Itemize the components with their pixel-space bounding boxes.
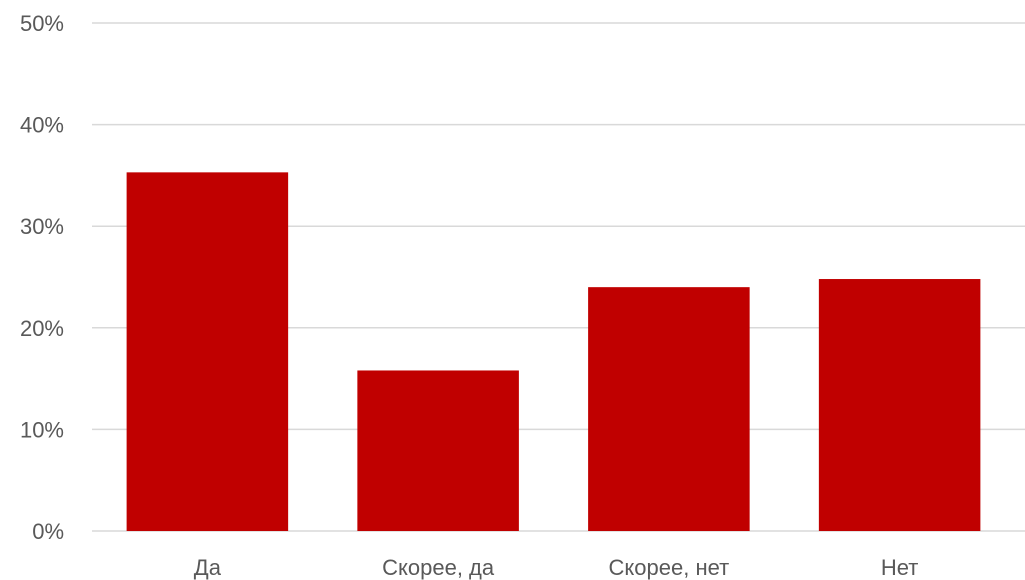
x-category-label: Да	[194, 555, 222, 580]
y-tick-label: 50%	[20, 11, 64, 36]
y-tick-label: 10%	[20, 417, 64, 442]
bars	[126, 172, 981, 532]
bar-0	[126, 172, 289, 532]
x-axis-category-labels: Да Скорее, да Скорее, нет Нет	[194, 555, 919, 580]
y-tick-label: 40%	[20, 113, 64, 138]
bar-1	[357, 370, 519, 531]
y-tick-label: 20%	[20, 316, 64, 341]
y-tick-label: 0%	[32, 519, 64, 544]
x-category-label: Скорее, да	[382, 555, 495, 580]
x-category-label: Скорее, нет	[609, 555, 730, 580]
bar-2	[588, 287, 750, 531]
y-axis-tick-labels: 0% 10% 20% 30% 40% 50%	[20, 11, 64, 544]
y-tick-label: 30%	[20, 214, 64, 239]
x-category-label: Нет	[881, 555, 918, 580]
bar-3	[818, 279, 981, 531]
